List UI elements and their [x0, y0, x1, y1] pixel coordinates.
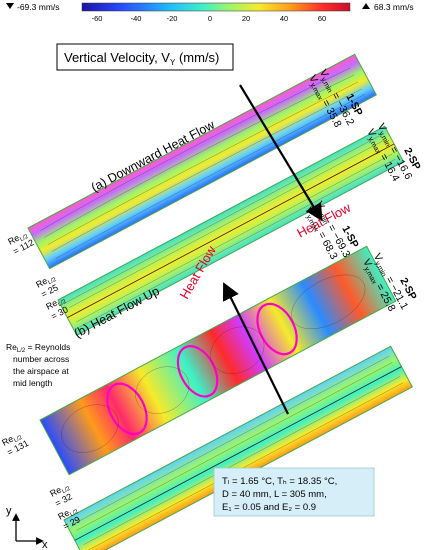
svg-text:ReL/2: ReL/2	[0, 429, 24, 449]
reynolds-label-4: ReL/2 = 131	[0, 429, 30, 458]
axes-indicator: y x	[6, 505, 48, 550]
colorbar-tick: -40	[131, 14, 142, 23]
axis-x-label: x	[42, 539, 48, 550]
conditions-line-3: E₁ = 0.05 and E₂ = 0.9	[222, 502, 316, 513]
svg-text:ReL/2 = Reynolds: ReL/2 = Reynolds	[6, 342, 70, 354]
conditions-line-2: D = 40 mm, L = 305 mm,	[222, 489, 327, 500]
svg-text:the airspace at: the airspace at	[13, 366, 69, 376]
axis-y-label: y	[6, 505, 12, 517]
colorbar-tick: 60	[318, 14, 326, 23]
figure-title: Vertical Velocity, VY (mm/s)	[64, 50, 219, 67]
title-box: Vertical Velocity, VY (mm/s)	[56, 43, 234, 71]
colorbar-tick: 40	[280, 14, 288, 23]
cavity-panel-3	[39, 245, 397, 476]
colorbar-max-label: 68.3 mm/s	[374, 2, 414, 12]
reynolds-label-2: ReL/2 = 25	[34, 271, 60, 300]
colorbar: -69.3 mm/s 68.3 mm/s -60 -40 -20 0 20 40…	[6, 2, 414, 23]
cavity-panel-2	[57, 125, 405, 336]
colorbar-tick: -60	[92, 14, 103, 23]
colorbar-gradient	[81, 2, 351, 12]
colorbar-tick: 0	[208, 14, 212, 23]
reynolds-note: ReL/2 = Reynolds number across the airsp…	[6, 342, 70, 388]
conditions-line-1: Tₗ = 1.65 °C, Tₕ = 18.35 °C,	[222, 476, 337, 487]
conditions-box: Tₗ = 1.65 °C, Tₕ = 18.35 °C, D = 40 mm, …	[213, 467, 375, 517]
colorbar-tick: 20	[242, 14, 250, 23]
svg-text:ReL/2: ReL/2	[48, 480, 72, 500]
svg-text:ReL/2: ReL/2	[44, 293, 68, 313]
svg-text:number across: number across	[13, 354, 69, 364]
svg-text:ReL/2: ReL/2	[56, 503, 80, 523]
reynolds-label-5: ReL/2 = 32	[48, 480, 74, 509]
heat-flow-arrow-down	[239, 84, 323, 222]
colorbar-tick: -20	[167, 14, 178, 23]
cavity-panel-1	[27, 53, 377, 270]
svg-text:ReL/2: ReL/2	[34, 271, 58, 291]
colorbar-max-marker-icon	[362, 3, 370, 9]
colorbar-min-marker-icon	[6, 3, 14, 9]
heat-flow-arrow-up	[222, 282, 289, 415]
colorbar-min-label: -69.3 mm/s	[17, 2, 60, 12]
svg-text:mid length: mid length	[13, 378, 52, 388]
cavity-panel-4	[63, 345, 413, 550]
svg-text:ReL/2: ReL/2	[6, 228, 30, 248]
